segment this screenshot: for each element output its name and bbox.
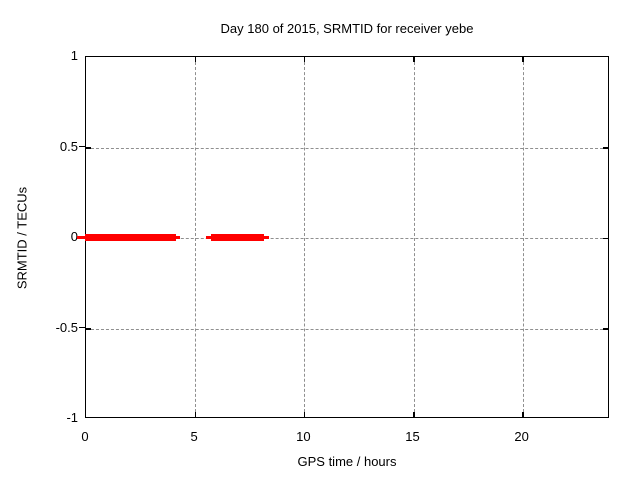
y-tick-left (86, 328, 91, 330)
x-tick-label: 5 (190, 429, 198, 444)
chart-title: Day 180 of 2015, SRMTID for receiver yeb… (220, 21, 474, 36)
data-segment (211, 233, 265, 241)
data-segment (85, 233, 177, 241)
gridline-x-5 (195, 57, 197, 417)
x-tick-label: 20 (514, 429, 529, 444)
y-tick-right (603, 147, 608, 149)
x-tick-top (303, 57, 306, 62)
gridline-y--0.5 (86, 328, 608, 330)
gridline-x-10 (304, 57, 306, 417)
x-tick-bottom (413, 412, 415, 417)
x-tick-label: 15 (405, 429, 420, 444)
x-tick-top (413, 57, 415, 62)
y-tick-label: 1 (70, 48, 78, 63)
x-tick-top (194, 57, 197, 62)
gridline-x-20 (522, 57, 524, 417)
y-tick-outward (79, 145, 85, 148)
data-segment (76, 235, 85, 239)
y-tick-label: 0.5 (59, 138, 78, 154)
x-tick-bottom (303, 412, 306, 417)
data-segment (176, 235, 180, 239)
y-tick-outward (79, 326, 85, 329)
y-tick-label: -1 (66, 410, 78, 425)
data-segment (205, 235, 212, 239)
x-tick-bottom (522, 412, 524, 417)
y-tick-left (86, 147, 91, 149)
gridline-y-0 (86, 238, 608, 239)
y-tick-right (603, 237, 608, 239)
gridline-y-0.5 (86, 147, 608, 149)
y-tick-label: -0.5 (55, 319, 78, 335)
x-axis-label: GPS time / hours (297, 454, 397, 469)
x-tick-bottom (194, 412, 197, 417)
y-tick-label: 0 (70, 229, 78, 244)
data-segment (264, 235, 269, 239)
x-tick-label: 10 (296, 429, 311, 444)
x-tick-top (522, 57, 524, 62)
x-tick-label: 0 (81, 429, 89, 444)
y-tick-right (603, 328, 608, 330)
gridline-x-15 (413, 57, 415, 417)
